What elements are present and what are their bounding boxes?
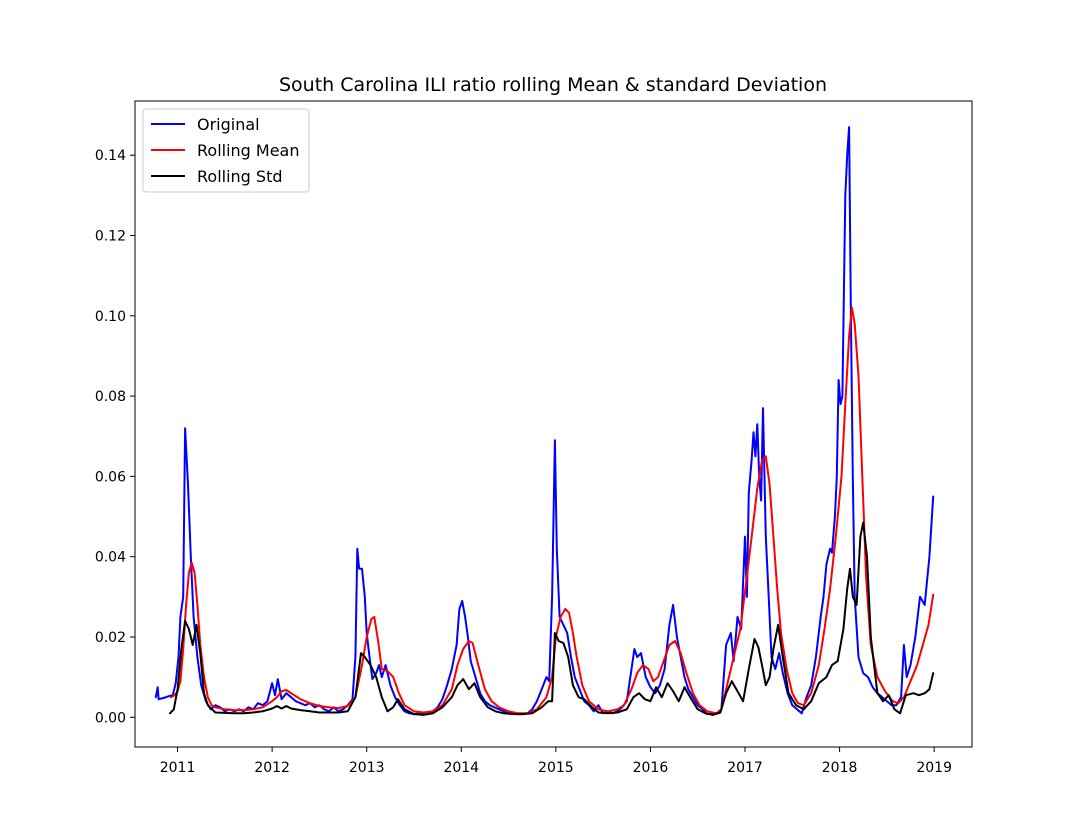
legend-label: Original <box>197 115 260 134</box>
series-line-original <box>154 126 935 716</box>
legend: Original Rolling Mean Rolling Std <box>142 108 310 193</box>
x-tick-label: 2017 <box>727 760 763 776</box>
y-tick-label: 0.02 <box>95 630 126 646</box>
legend-frame <box>142 108 310 193</box>
y-tick-label: 0.12 <box>95 228 126 244</box>
x-tick-label: 2019 <box>916 760 952 776</box>
chart-title: South Carolina ILI ratio rolling Mean & … <box>279 74 827 96</box>
axes-frame <box>134 100 973 748</box>
y-tick-label: 0.00 <box>95 710 126 726</box>
y-tick-label: 0.14 <box>95 148 126 164</box>
y-tick-label: 0.06 <box>95 469 126 485</box>
x-tick-label: 2014 <box>443 760 479 776</box>
x-axis: 2011 2012 2013 2014 2015 2016 2017 2018 2019 <box>160 747 952 776</box>
x-tick-label: 2012 <box>254 760 290 776</box>
y-tick-label: 0.08 <box>95 389 126 405</box>
y-tick-label: 0.10 <box>95 309 126 325</box>
legend-label: Rolling Std <box>197 167 283 186</box>
x-tick-label: 2011 <box>160 760 196 776</box>
y-tick-label: 0.04 <box>95 550 126 566</box>
plot-lines <box>154 126 935 716</box>
y-axis: 0.00 0.02 0.04 0.06 0.08 0.10 0.12 0.14 <box>95 148 135 726</box>
series-line-rolling-mean <box>169 306 935 715</box>
series-line-rolling-std <box>169 521 935 716</box>
x-tick-label: 2018 <box>822 760 858 776</box>
x-tick-label: 2015 <box>538 760 574 776</box>
x-tick-label: 2013 <box>349 760 385 776</box>
x-tick-label: 2016 <box>633 760 669 776</box>
legend-label: Rolling Mean <box>197 141 300 160</box>
